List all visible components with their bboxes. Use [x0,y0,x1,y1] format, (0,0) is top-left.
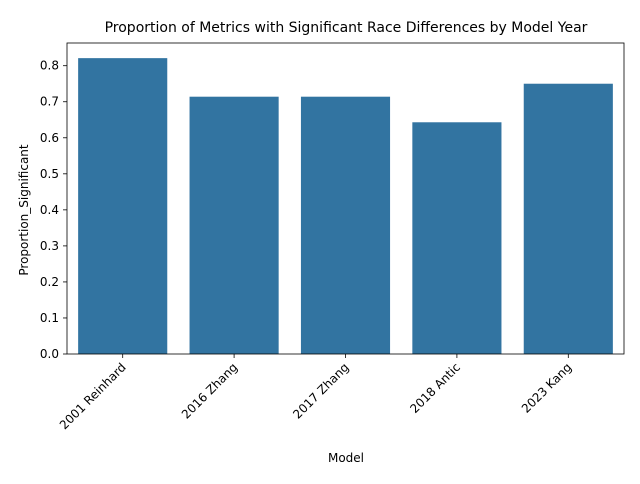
x-axis: 2001 Reinhard 2016 Zhang 2017 Zhang 2018 An… [57,354,575,432]
x-tick-label: 2017 Zhang [290,360,351,421]
x-axis-label: Model [328,451,364,465]
x-tick-label: 2018 Antic [407,360,463,416]
chart-title: Proportion of Metrics with Significant R… [105,20,588,36]
y-tick-label: 0.3 [40,239,59,253]
bar-4 [412,122,502,354]
y-tick-label: 0.6 [40,131,59,145]
y-axis: 0.0 0.1 0.2 0.3 0.4 0.5 0.6 0.7 0.8 [40,59,67,361]
y-tick-label: 0.7 [40,95,59,109]
y-axis-label: Proportion_Significant [17,144,31,276]
bar-1 [78,58,168,354]
y-tick-label: 0.8 [40,59,59,73]
x-tick-label: 2001 Reinhard [57,360,129,432]
bar-3 [300,96,391,354]
x-tick-label: 2023 Kang [519,360,575,416]
y-tick-label: 0.2 [40,275,59,289]
y-tick-label: 0.5 [40,167,59,181]
y-tick-label: 0.4 [40,203,59,217]
bars-group [78,58,613,354]
bar-5 [523,83,613,354]
y-tick-label: 0.0 [40,347,59,361]
bar-2 [189,96,279,354]
plot-frame [66,42,625,355]
y-tick-label: 0.1 [40,311,59,325]
x-tick-label: 2016 Zhang [179,360,240,421]
